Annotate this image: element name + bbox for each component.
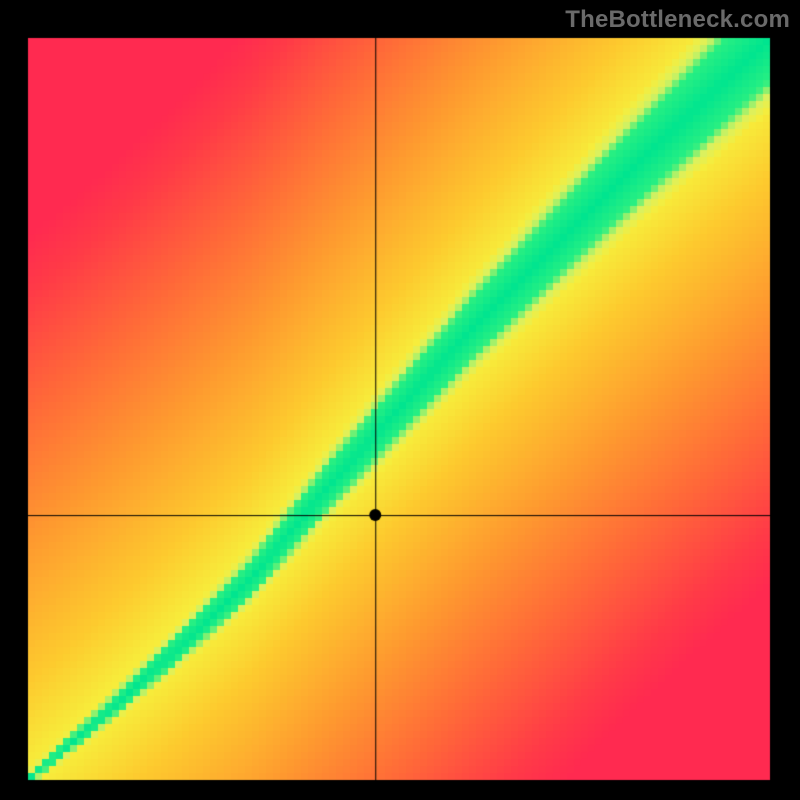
bottleneck-heatmap-chart: TheBottleneck.com	[0, 0, 800, 800]
heatmap-canvas	[0, 0, 800, 800]
watermark-label: TheBottleneck.com	[565, 6, 790, 34]
